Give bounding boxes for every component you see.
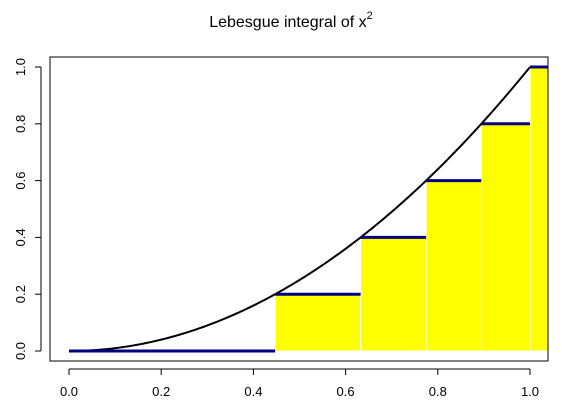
- x-tick-label: 0.4: [244, 384, 262, 399]
- y-tick-label: 1.0: [13, 58, 28, 76]
- x-tick-label: 0.0: [60, 384, 78, 399]
- plot-area: [68, 65, 549, 353]
- x-tick-label: 0.8: [429, 384, 447, 399]
- y-tick-label: 0.8: [13, 115, 28, 133]
- y-tick-label: 0.6: [13, 172, 28, 190]
- y-axis: 0.0 0.2 0.4 0.6 0.8 1.0: [13, 58, 42, 360]
- chart-title: Lebesgue integral of x2: [209, 10, 373, 31]
- x-tick-label: 0.6: [337, 384, 355, 399]
- bar-4: [529, 66, 549, 352]
- y-tick-label: 0.2: [13, 285, 28, 303]
- curve-x-squared: [68, 66, 531, 352]
- x-tick-label: 1.0: [521, 384, 539, 399]
- chart-title-superscript: 2: [367, 10, 373, 22]
- y-tick-label: 0.4: [13, 228, 28, 246]
- bar-3: [480, 123, 531, 352]
- plot-frame: [49, 56, 549, 362]
- x-tick-label: 0.2: [152, 384, 170, 399]
- y-tick-label: 0.0: [13, 342, 28, 360]
- x-axis: 0.0 0.2 0.4 0.6 0.8 1.0: [60, 368, 539, 399]
